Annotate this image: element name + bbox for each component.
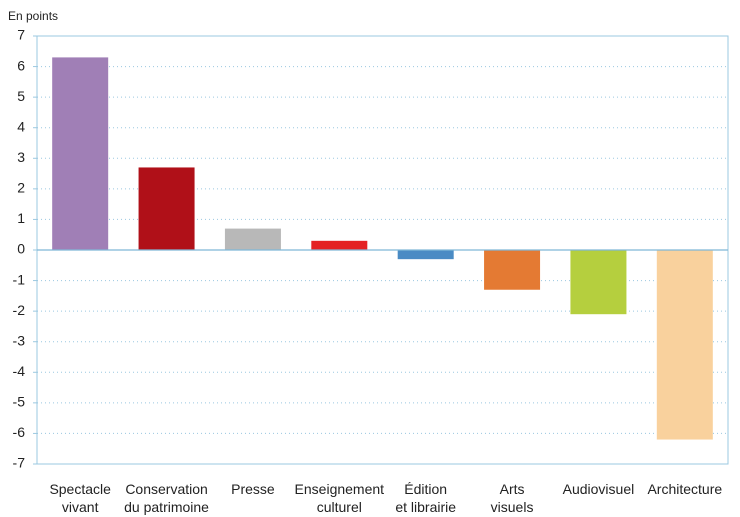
y-tick-label: -2 <box>13 302 26 318</box>
y-tick-label: 0 <box>17 241 25 257</box>
x-tick-label: Audiovisuel <box>563 481 635 497</box>
y-tick-label: 2 <box>17 180 25 196</box>
bar <box>570 250 627 315</box>
y-tick-label: 1 <box>17 210 25 226</box>
x-tick-label: Enseignement culturel <box>295 481 385 515</box>
y-tick-label: 6 <box>17 57 25 73</box>
bar <box>311 240 368 250</box>
y-axis-label: En points <box>8 9 58 23</box>
x-tick-label: Spectacle vivant <box>49 481 111 515</box>
x-tick-label: Presse <box>231 481 275 497</box>
y-tick-label: 4 <box>17 118 25 134</box>
bar <box>224 228 281 250</box>
bar <box>484 250 541 290</box>
bar <box>397 250 454 260</box>
y-tick-label: 5 <box>17 88 25 104</box>
x-tick-label: Édition et librairie <box>395 481 456 515</box>
x-tick-label: Architecture <box>647 481 722 497</box>
y-tick-label: 3 <box>17 149 25 165</box>
bar <box>52 57 109 251</box>
y-tick-label: -5 <box>13 394 26 410</box>
y-tick-label: -6 <box>13 424 26 440</box>
bar <box>656 250 713 440</box>
y-tick-label: -7 <box>13 455 26 471</box>
bar <box>138 167 195 250</box>
y-tick-label: -4 <box>13 363 26 379</box>
y-tick-label: 7 <box>17 27 25 43</box>
y-tick-label: -3 <box>13 332 26 348</box>
y-tick-label: -1 <box>13 271 26 287</box>
x-tick-label: Arts visuels <box>491 481 534 515</box>
x-tick-label: Conservation du patrimoine <box>124 481 209 515</box>
